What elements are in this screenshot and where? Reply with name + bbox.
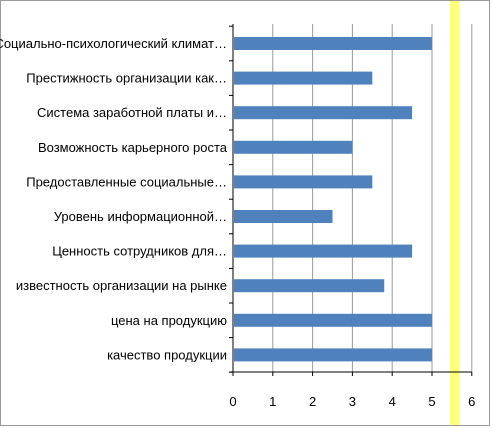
bar-9 xyxy=(234,313,432,327)
x-tick-label: 4 xyxy=(389,394,396,409)
x-tick-label: 1 xyxy=(269,394,276,409)
category-label: Предоставленные социальные… xyxy=(26,174,227,189)
x-tick-label: 2 xyxy=(309,394,316,409)
bar-8 xyxy=(234,279,385,293)
category-label: Ценность сотрудников для… xyxy=(52,244,227,259)
bar-10 xyxy=(234,348,432,362)
category-label: известность организации на рынке xyxy=(16,278,227,293)
bar-1 xyxy=(234,37,432,50)
x-tick-label: 6 xyxy=(468,394,475,409)
category-label: Социально-психологический климат… xyxy=(0,36,227,51)
bar-7 xyxy=(234,244,413,258)
category-label: Система заработной платы и… xyxy=(37,105,227,120)
x-tick-label: 3 xyxy=(349,394,356,409)
x-tick-label: 0 xyxy=(229,394,236,409)
category-label: цена на продукцию xyxy=(111,313,227,328)
bar-6 xyxy=(234,210,333,223)
category-label: Возможность карьерного роста xyxy=(38,140,228,155)
category-label: качество продукции xyxy=(107,347,227,362)
highlight-band xyxy=(450,1,459,425)
bar-2 xyxy=(234,71,373,85)
category-label: Уровень информационной… xyxy=(54,209,227,224)
bar-5 xyxy=(234,175,373,189)
bar-3 xyxy=(234,106,413,120)
category-label: Престижность организации как… xyxy=(26,71,227,86)
x-tick-label: 5 xyxy=(428,394,435,409)
bar-4 xyxy=(234,140,353,154)
